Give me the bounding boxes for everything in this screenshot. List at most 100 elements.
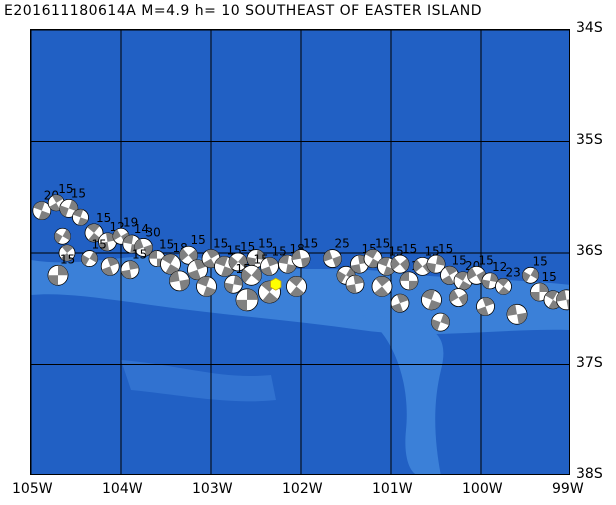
focal-mechanism-beachball[interactable] [506,303,528,325]
focal-mechanism-beachball[interactable]: 15 [120,248,147,280]
focal-mechanism-beachball[interactable]: 15 [246,237,273,268]
focal-mechanism-beachball[interactable] [54,227,71,245]
beachball-compression-quadrant [224,282,234,294]
beachball-compression-quadrant [122,235,134,245]
focal-mechanism-beachball[interactable] [449,288,468,308]
focal-mechanism-beachball[interactable]: 15 [363,237,390,268]
map-area[interactable]: 20 15 15 15 12 19 14 15 30 15 15 15 18 15 15 15 15 15 15 15… [30,29,570,475]
event-epicenter-marker[interactable] [270,277,282,291]
beachball-compression-quadrant [128,260,139,270]
beachball-compression-quadrant [48,275,58,286]
map-title: E201611180614A M=4.9 h= 10 SOUTHEAST OF … [4,3,483,19]
focal-mechanism-beachball[interactable]: 15 [467,253,494,285]
beachball-compression-quadrant [498,286,510,295]
depth-label: 15 [60,252,75,266]
focal-mechanism-beachball[interactable]: 15 [84,211,111,243]
beachball-compression-quadrant [285,264,297,274]
beachball-compression-quadrant [445,266,458,276]
beachball-compression-quadrant [33,201,45,211]
beachball-compression-quadrant [441,275,454,285]
beachball-compression-quadrant [490,272,498,283]
beachball-compression-quadrant [332,255,342,268]
focal-mechanism-beachball[interactable] [187,259,208,281]
depth-label: 19 [123,215,138,229]
beachball-compression-quadrant [337,270,346,284]
focal-mechanism-beachball[interactable] [286,276,307,297]
lat-label: 38S [576,466,603,482]
focal-mechanism-beachball[interactable]: 15 [556,277,571,311]
event-layer [270,277,282,291]
beachball-compression-quadrant [428,299,441,310]
beachball-compression-quadrant [261,266,273,276]
focal-mechanism-beachball[interactable] [58,244,76,262]
focal-mechanism-beachball[interactable] [72,208,89,226]
depth-label: 15 [58,182,73,196]
focal-mechanism-beachball[interactable]: 23 [495,265,521,295]
beachball-compression-quadrant [72,209,84,218]
beachball-compression-quadrant [238,255,247,268]
focal-mechanism-beachball[interactable] [421,289,442,311]
depth-label: 15 [402,242,417,256]
beachball-compression-quadrant [396,294,409,304]
beachball-compression-quadrant [378,257,390,267]
beachball-compression-quadrant [390,257,400,270]
beachball-compression-quadrant [477,306,489,316]
focal-mechanism-beachball[interactable]: 15 [228,240,255,272]
beachball-compression-quadrant [107,257,119,267]
beachball-compression-quadrant [409,280,418,290]
focal-mechanism-beachball[interactable] [169,270,190,292]
focal-mechanism-beachball[interactable]: 15 [47,252,75,286]
focal-mechanism-beachball[interactable] [345,274,365,294]
beachball-compression-quadrant [49,202,61,211]
focal-mechanism-beachball[interactable]: 30 [134,225,161,257]
beachball-compression-quadrant [188,269,201,280]
beachball-compression-quadrant [507,304,517,317]
beachball-compression-quadrant [266,257,278,267]
focal-mechanism-beachball[interactable] [371,276,393,297]
focal-mechanism-beachball[interactable]: 15 [291,237,318,268]
focal-mechanism-beachball[interactable] [476,297,495,316]
beachball-compression-quadrant [206,249,219,259]
lat-label: 36S [576,243,603,259]
beachball-compression-quadrant [278,255,290,265]
depth-label: 15 [258,237,273,251]
beachball-compression-quadrant [101,266,114,276]
beachball-compression-quadrant [290,286,305,297]
focal-mechanism-beachball[interactable]: 15 [179,233,206,265]
depth-label: 30 [146,225,161,239]
focal-mechanism-beachball[interactable] [390,293,410,313]
beachball-compression-quadrant [179,279,190,291]
beachball-compression-quadrant [288,276,303,287]
focal-mechanism-beachball[interactable] [100,256,120,276]
focal-mechanism-beachball[interactable] [235,288,259,312]
depth-label: 15 [96,211,111,225]
beachball-compression-quadrant [375,276,390,287]
focal-mechanism-beachball[interactable]: 15 [390,242,417,274]
beachball-compression-quadrant [262,292,278,304]
focal-mechanism-beachball[interactable]: 15 [426,242,453,274]
beachball-compression-quadrant [522,271,531,283]
focal-mechanism-beachball[interactable]: 15 [260,244,287,276]
lon-label: 100W [462,481,503,497]
focal-mechanism-beachball[interactable] [431,312,450,332]
beachball-compression-quadrant [68,199,78,212]
focal-mechanism-beachball[interactable]: 15 [81,238,107,267]
focal-mechanism-beachball[interactable]: 15 [530,270,557,302]
depth-label: 15 [92,238,107,252]
beachball-compression-quadrant [353,275,364,285]
depth-label: 15 [479,253,494,267]
depth-label: 15 [213,237,228,251]
focal-mechanism-beachball[interactable]: 15 [522,254,548,284]
depth-label: 15 [452,253,467,267]
beachball-compression-quadrant [60,253,73,261]
focal-mechanism-beachball[interactable]: 12 [481,260,507,290]
beachball-compression-quadrant [233,275,243,286]
focal-mechanism-beachball[interactable] [196,276,217,297]
focal-mechanism-beachball[interactable]: 25 [323,237,350,268]
lon-label: 104W [102,481,143,497]
focal-mechanism-beachball[interactable]: 15 [59,186,86,218]
beachball-compression-quadrant [247,257,256,268]
beachball-compression-quadrant [251,267,262,282]
beachball-compression-quadrant [62,229,71,241]
